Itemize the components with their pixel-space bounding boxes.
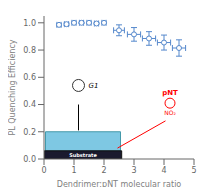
svg-text:pNT: pNT [162, 89, 178, 97]
svg-text:3: 3 [131, 166, 136, 175]
svg-text:G1: G1 [89, 82, 99, 90]
svg-text:1: 1 [71, 166, 76, 175]
svg-text:PL Quenching Efficiency: PL Quenching Efficiency [8, 39, 17, 135]
svg-text:Dendrimer:pNT molecular ratio: Dendrimer:pNT molecular ratio [57, 180, 182, 187]
svg-text:0.0: 0.0 [23, 155, 36, 164]
svg-text:0.8: 0.8 [23, 46, 36, 55]
svg-text:5: 5 [191, 166, 196, 175]
svg-text:0.2: 0.2 [23, 128, 36, 137]
svg-text:1.0: 1.0 [23, 19, 36, 28]
svg-text:0.4: 0.4 [23, 100, 36, 109]
svg-text:NO₂: NO₂ [164, 109, 176, 116]
svg-text:4: 4 [161, 166, 166, 175]
svg-text:Substrate: Substrate [69, 152, 97, 158]
svg-text:2: 2 [101, 166, 106, 175]
svg-text:0: 0 [41, 166, 46, 175]
svg-text:0.6: 0.6 [23, 73, 36, 82]
